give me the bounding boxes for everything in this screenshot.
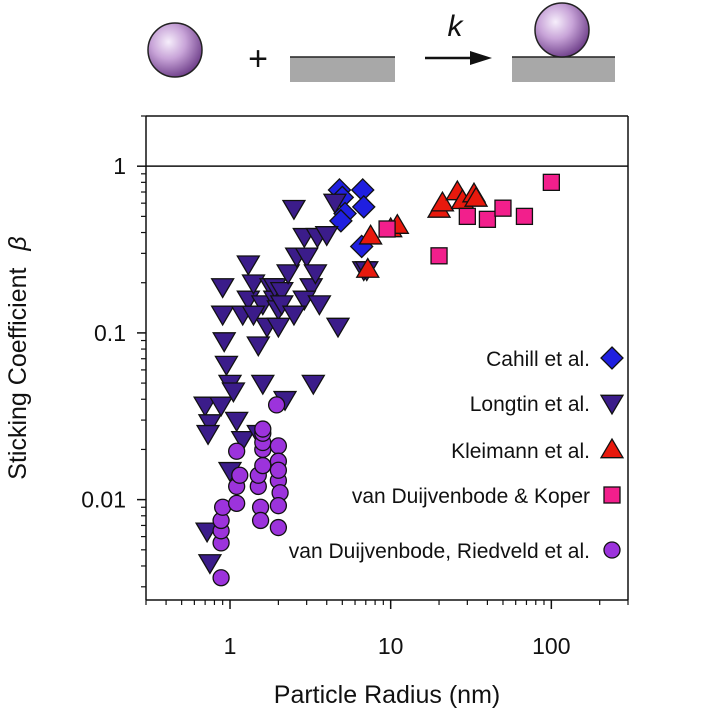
data-point (515, 207, 534, 226)
data-point (358, 223, 383, 245)
data-point (269, 518, 288, 537)
series-4 (212, 396, 289, 587)
data-point (355, 257, 380, 278)
data-point (246, 336, 271, 357)
legend-label: van Duijvenbode & Koper (352, 485, 590, 508)
y-axis-label-symbol: β (4, 236, 32, 251)
data-point (236, 255, 261, 277)
y-tick-label: 1 (113, 153, 126, 179)
legend-label: Kleimann et al. (451, 440, 590, 463)
x-tick-label: 1 (224, 633, 237, 659)
data-point (322, 193, 348, 215)
legend-label: van Duijvenbode, Riedveld et al. (289, 540, 590, 563)
data-point (266, 317, 291, 339)
data-point (303, 264, 328, 285)
y-tick-label: 0.1 (94, 320, 126, 346)
y-tick-label: 0.01 (81, 487, 126, 513)
y-axis-label: Sticking Coefficient β (4, 236, 32, 479)
data-point (194, 522, 220, 544)
data-point (210, 278, 235, 299)
data-point (250, 374, 275, 396)
y-axis: 0.01 0.1 1 (81, 115, 146, 588)
legend-marker (603, 541, 621, 559)
data-point (269, 295, 294, 316)
x-axis: 1 10 100 (145, 600, 629, 659)
data-point (430, 247, 448, 265)
data-point (301, 374, 326, 396)
data-point (241, 274, 266, 296)
data-point (494, 199, 512, 217)
series-0 (327, 178, 376, 259)
x-tick-label: 10 (378, 633, 404, 659)
data-point (325, 317, 351, 339)
data-point (281, 305, 307, 327)
data-point (254, 420, 272, 438)
data-point (269, 437, 288, 455)
data-point (294, 247, 319, 269)
data-point (192, 396, 218, 418)
data-point (221, 382, 246, 404)
x-axis-label: Particle Radius (nm) (274, 681, 500, 709)
data-point (281, 199, 307, 221)
data-point (197, 414, 223, 435)
legend: Cahill et al. Longtin et al. Kleimann et a… (289, 346, 625, 563)
data-point (275, 264, 301, 285)
series-3 (378, 173, 560, 265)
data-point (230, 430, 255, 452)
data-point (478, 210, 497, 228)
data-point (231, 466, 249, 484)
data-point (458, 207, 476, 226)
rate-constant-label: k (448, 10, 465, 43)
data-point (195, 424, 221, 446)
data-point (228, 494, 246, 512)
data-point (314, 226, 339, 247)
data-point (430, 190, 455, 212)
data-point (197, 554, 223, 575)
data-point (241, 305, 266, 327)
data-point (307, 295, 332, 316)
data-point (542, 173, 560, 191)
data-point (463, 186, 489, 207)
data-point (210, 305, 235, 327)
data-point (378, 220, 396, 238)
data-point (208, 396, 234, 418)
data-point (212, 569, 230, 587)
data-point (212, 332, 237, 353)
x-tick-label: 100 (532, 633, 570, 659)
legend-label: Cahill et al. (486, 348, 590, 371)
data-point (254, 456, 272, 475)
data-point (269, 461, 288, 479)
legend-marker (599, 437, 625, 459)
data-point (351, 194, 376, 219)
data-point (214, 355, 239, 377)
reaction-arrowhead (470, 51, 492, 65)
legend-marker (600, 346, 624, 370)
schematic: + k (147, 2, 615, 82)
legend-marker (599, 394, 625, 416)
y-axis-label-text: Sticking Coefficient (4, 268, 32, 480)
data-point (251, 511, 270, 530)
data-point (224, 411, 249, 433)
legend-marker (603, 486, 621, 504)
surface-slab (290, 57, 395, 82)
data-point (269, 281, 294, 303)
plus-sign: + (248, 40, 268, 78)
series-2 (355, 179, 489, 278)
particle-sphere-adsorbed (534, 2, 590, 58)
data-point (269, 497, 288, 515)
data-points (192, 173, 560, 587)
legend-label: Longtin et al. (470, 393, 590, 416)
data-point (267, 396, 286, 414)
surface-slab-with-particle (512, 57, 615, 82)
particle-sphere-free (147, 22, 203, 78)
data-point (299, 278, 324, 299)
plot-frame (145, 115, 629, 601)
data-point (228, 442, 246, 460)
